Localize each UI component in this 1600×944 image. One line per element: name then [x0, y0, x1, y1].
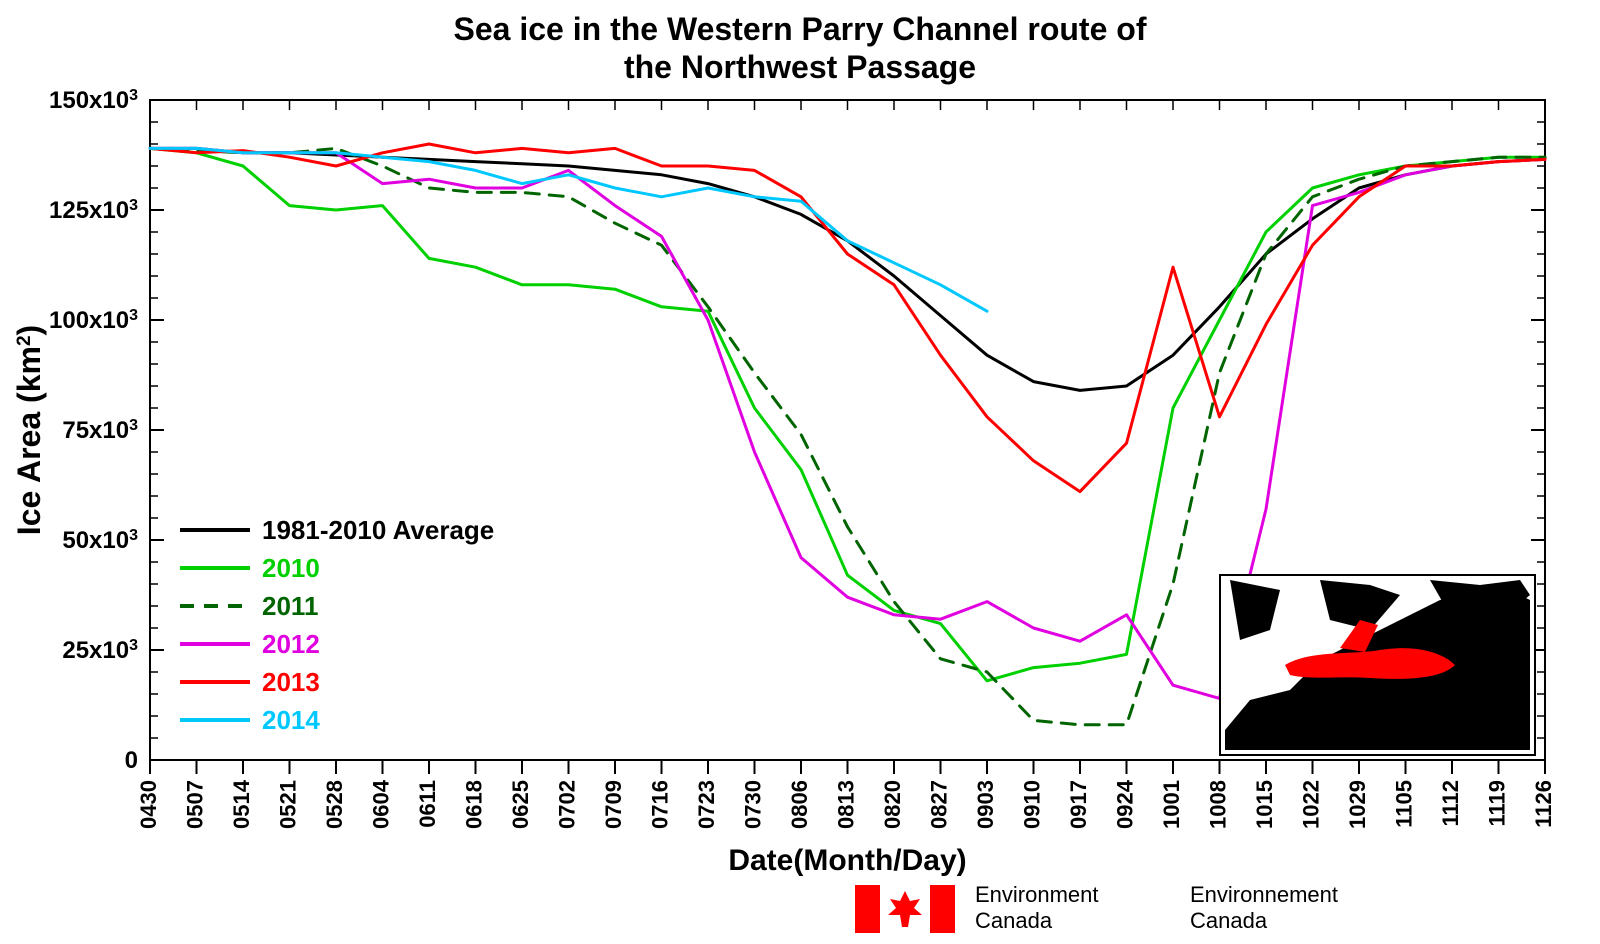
x-tick-label: 1022	[1298, 780, 1323, 829]
svg-text:1112: 1112	[1438, 780, 1463, 827]
svg-text:0611: 0611	[415, 780, 440, 828]
x-tick-label: 0528	[322, 780, 347, 829]
svg-text:0917: 0917	[1066, 780, 1091, 829]
svg-text:75x103: 75x103	[62, 417, 138, 445]
svg-text:1022: 1022	[1298, 780, 1323, 829]
x-tick-label: 0813	[833, 780, 858, 829]
svg-text:0723: 0723	[694, 780, 719, 829]
svg-text:0709: 0709	[601, 780, 626, 829]
legend-label: 2012	[262, 629, 320, 659]
svg-text:125x103: 125x103	[49, 197, 138, 225]
x-tick-label: 0430	[136, 780, 161, 829]
svg-text:0827: 0827	[926, 780, 951, 829]
y-tick-label: 75x103	[62, 417, 138, 445]
x-tick-label: 0730	[740, 780, 765, 829]
svg-text:1008: 1008	[1205, 780, 1230, 829]
x-tick-label: 1112	[1438, 780, 1463, 827]
x-tick-label: 0514	[229, 779, 254, 829]
x-tick-label: 1119	[1484, 780, 1509, 827]
svg-text:1029: 1029	[1345, 780, 1370, 829]
chart-title-line1: Sea ice in the Western Parry Channel rou…	[454, 11, 1147, 47]
legend-label: 2010	[262, 553, 320, 583]
svg-text:0: 0	[125, 747, 138, 774]
svg-text:0514: 0514	[229, 779, 254, 829]
svg-text:1105: 1105	[1391, 780, 1416, 828]
x-tick-label: 0611	[415, 780, 440, 828]
svg-text:0528: 0528	[322, 780, 347, 829]
svg-text:0903: 0903	[973, 780, 998, 829]
x-tick-label: 1029	[1345, 780, 1370, 829]
x-tick-label: 0709	[601, 780, 626, 829]
y-tick-label: 50x103	[62, 527, 138, 555]
svg-text:1015: 1015	[1252, 780, 1277, 829]
chart-container: { "canvas": { "width": 1600, "height": 9…	[0, 0, 1600, 944]
footer-text: Canada	[1190, 908, 1268, 933]
x-tick-label: 0618	[461, 780, 486, 829]
x-tick-label: 0820	[880, 780, 905, 829]
svg-text:1126: 1126	[1531, 780, 1556, 828]
x-tick-label: 0806	[787, 780, 812, 829]
x-tick-label: 0917	[1066, 780, 1091, 829]
footer-text: Environnement	[1190, 882, 1338, 907]
svg-text:Ice Area (km2): Ice Area (km2)	[11, 325, 47, 535]
svg-text:0806: 0806	[787, 780, 812, 829]
y-tick-label: 150x103	[49, 87, 138, 115]
svg-text:0618: 0618	[461, 780, 486, 829]
svg-text:100x103: 100x103	[49, 307, 138, 335]
svg-text:0730: 0730	[740, 780, 765, 829]
svg-text:50x103: 50x103	[62, 527, 138, 555]
x-tick-label: 0716	[647, 780, 672, 829]
svg-text:0820: 0820	[880, 780, 905, 829]
y-tick-label: 100x103	[49, 307, 138, 335]
footer-text: Environment	[975, 882, 1099, 907]
legend-label: 2011	[262, 591, 318, 621]
y-axis-label: Ice Area (km2)	[11, 325, 47, 535]
x-axis-label: Date(Month/Day)	[728, 844, 966, 877]
chart-svg: Sea ice in the Western Parry Channel rou…	[0, 0, 1600, 944]
x-tick-label: 0924	[1112, 779, 1137, 829]
x-tick-label: 0827	[926, 780, 951, 829]
x-tick-label: 0507	[182, 780, 207, 829]
x-tick-label: 0910	[1019, 780, 1044, 829]
x-tick-label: 1015	[1252, 780, 1277, 829]
svg-text:0507: 0507	[182, 780, 207, 829]
svg-text:0430: 0430	[136, 780, 161, 829]
svg-text:0716: 0716	[647, 780, 672, 829]
svg-text:0625: 0625	[508, 780, 533, 829]
x-tick-label: 1126	[1531, 780, 1556, 828]
svg-text:0924: 0924	[1112, 779, 1137, 829]
svg-text:0604: 0604	[368, 779, 393, 829]
x-tick-label: 0521	[275, 780, 300, 829]
legend-label: 2013	[262, 667, 320, 697]
y-tick-label: 125x103	[49, 197, 138, 225]
svg-text:0813: 0813	[833, 780, 858, 829]
svg-text:1119: 1119	[1484, 780, 1509, 827]
legend-label: 1981-2010 Average	[262, 515, 494, 545]
legend-label: 2014	[262, 705, 320, 735]
svg-text:150x103: 150x103	[49, 87, 138, 115]
svg-text:0910: 0910	[1019, 780, 1044, 829]
x-tick-label: 0604	[368, 779, 393, 829]
svg-text:1001: 1001	[1159, 780, 1184, 829]
y-tick-label: 25x103	[62, 637, 138, 665]
footer-text: Canada	[975, 908, 1053, 933]
x-tick-label: 1105	[1391, 780, 1416, 828]
x-tick-label: 0702	[554, 780, 579, 829]
svg-text:25x103: 25x103	[62, 637, 138, 665]
svg-text:0702: 0702	[554, 780, 579, 829]
x-tick-label: 1008	[1205, 780, 1230, 829]
inset-map	[1220, 575, 1535, 755]
x-tick-label: 0723	[694, 780, 719, 829]
svg-text:0521: 0521	[275, 780, 300, 829]
x-tick-label: 0903	[973, 780, 998, 829]
y-tick-label: 0	[125, 747, 138, 774]
x-tick-label: 0625	[508, 780, 533, 829]
chart-title-line2: the Northwest Passage	[624, 49, 976, 85]
x-tick-label: 1001	[1159, 780, 1184, 829]
